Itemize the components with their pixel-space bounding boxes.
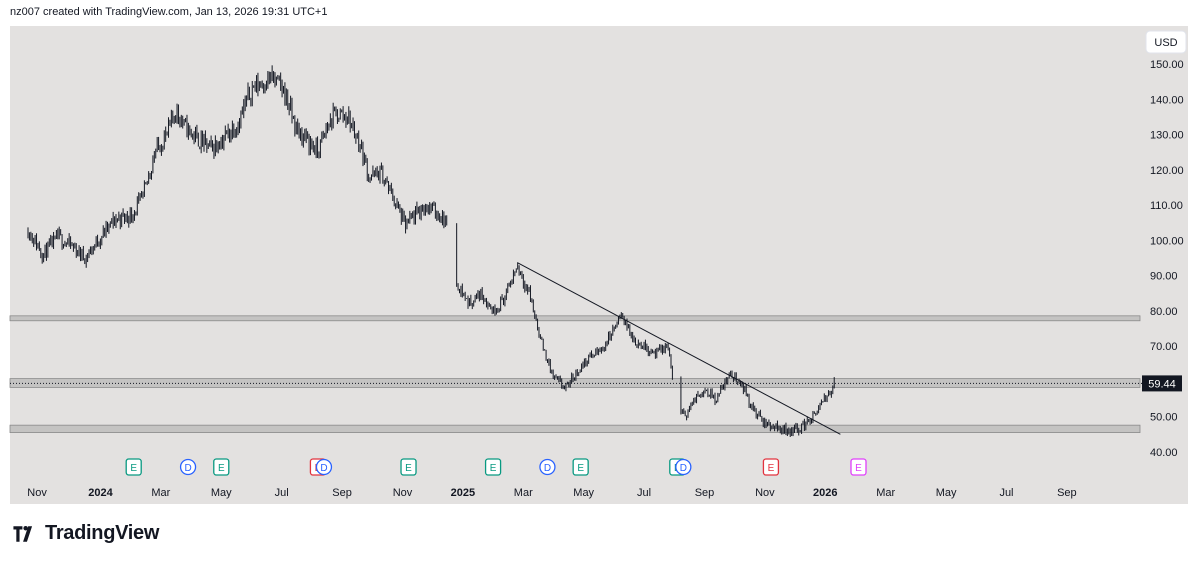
price-series (27, 65, 835, 437)
last-price-layer: 59.44 (10, 375, 1182, 392)
y-tick-label: 150.00 (1150, 59, 1184, 71)
earnings-upcoming-marker[interactable]: E (850, 458, 867, 476)
event-letter: D (320, 463, 327, 474)
earnings-icon (125, 458, 142, 476)
tradingview-logo-icon (13, 525, 33, 542)
x-tick-label: 2024 (88, 487, 113, 499)
tradingview-brand: TradingView (45, 522, 160, 544)
x-tick-label: May (936, 487, 957, 499)
earnings-icon (762, 458, 780, 476)
x-tick-label: Jul (637, 487, 651, 499)
tradingview-logo[interactable]: TradingView (10, 522, 159, 545)
x-tick-label: Mar (151, 487, 170, 499)
earnings-icon (400, 458, 417, 476)
plot-area[interactable] (10, 26, 1188, 504)
last-price-badge[interactable] (1142, 375, 1182, 392)
level-band-resistance-78[interactable] (9, 315, 1141, 322)
dividend-icon (179, 458, 197, 476)
event-letter: E (130, 463, 137, 474)
y-tick-label: 110.00 (1150, 200, 1183, 212)
y-tick-label: 70.00 (1150, 341, 1178, 353)
dividend-icon (539, 458, 556, 476)
earnings-icon (213, 458, 230, 476)
event-letter: D (184, 463, 191, 474)
event-letter: E (218, 463, 225, 474)
dividend-icon (315, 458, 333, 476)
y-tick-label: 90.00 (1150, 271, 1178, 283)
x-tick-label: Mar (876, 487, 895, 499)
event-letter: E (768, 463, 775, 474)
earnings-miss-marker[interactable]: E (762, 458, 780, 476)
x-tick-label: Sep (1057, 487, 1077, 499)
chart-caption: nz007 created with TradingView.com, Jan … (10, 6, 328, 18)
dividend-icon (675, 458, 692, 476)
x-tick-label: 2026 (813, 487, 837, 499)
y-tick-label: 120.00 (1150, 165, 1184, 177)
dividend-marker[interactable]: D (539, 458, 556, 476)
earnings-icon (850, 458, 867, 476)
price-axis: 150.00 140.00 130.00 120.00 110.00 100.00 90.0… (1150, 59, 1184, 459)
y-tick-label: 50.00 (1150, 412, 1178, 424)
x-tick-label: Jul (275, 487, 289, 499)
event-letter: E (405, 463, 412, 474)
trendline[interactable] (517, 262, 841, 435)
event-letter: D (680, 463, 687, 474)
last-price-label: 59.44 (1148, 378, 1176, 390)
x-tick-label: Mar (514, 487, 533, 499)
event-letter: D (544, 463, 551, 474)
event-letter: E (490, 463, 497, 474)
x-tick-label: 2025 (451, 487, 475, 499)
earnings-marker[interactable]: E (213, 458, 230, 476)
event-letter: E (577, 463, 584, 474)
level-band-support-47[interactable] (9, 424, 1141, 433)
earnings-marker[interactable]: E (125, 458, 142, 476)
x-tick-label: Nov (27, 487, 47, 499)
y-tick-label: 40.00 (1150, 447, 1178, 459)
earnings-marker[interactable]: E (572, 458, 589, 476)
time-axis: Nov 2024 Mar May Jul Sep Nov 2025 Mar May Jul Sep No… (27, 487, 1076, 499)
x-tick-label: May (211, 487, 232, 499)
y-tick-label: 80.00 (1150, 306, 1178, 318)
earnings-icon (572, 458, 589, 476)
currency-label: USD (1154, 37, 1177, 49)
event-letter: E (855, 463, 862, 474)
y-tick-label: 130.00 (1150, 130, 1184, 142)
trendline-layer (517, 262, 841, 435)
y-tick-label: 100.00 (1150, 235, 1184, 247)
x-tick-label: Sep (332, 487, 352, 499)
currency-button[interactable]: USD (1145, 30, 1187, 54)
earnings-marker[interactable]: E (484, 458, 502, 476)
x-tick-label: Sep (695, 487, 715, 499)
y-tick-label: 140.00 (1150, 94, 1184, 106)
x-tick-label: Jul (999, 487, 1013, 499)
x-tick-label: Nov (755, 487, 775, 499)
earnings-icon (484, 458, 502, 476)
dividend-marker[interactable]: D (675, 458, 692, 476)
earnings-marker[interactable]: E (400, 458, 417, 476)
dividend-marker[interactable]: D (179, 458, 197, 476)
events-row: EDEEDEEDEEDEE (125, 458, 867, 476)
x-tick-label: May (573, 487, 594, 499)
x-tick-label: Nov (393, 487, 413, 499)
dividend-marker[interactable]: D (315, 458, 333, 476)
